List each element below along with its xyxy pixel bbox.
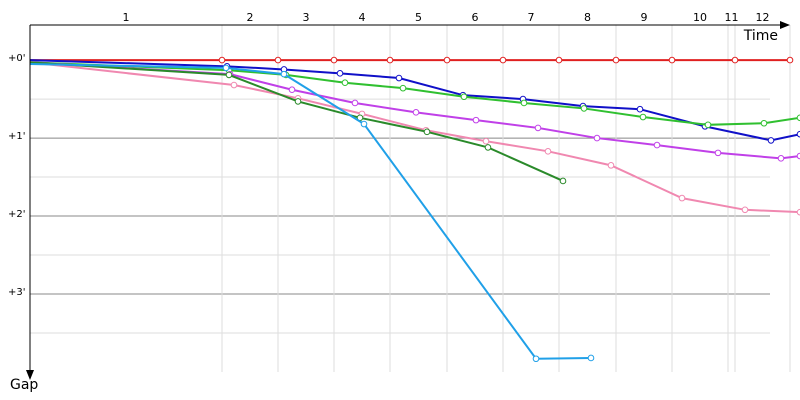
point [412,109,420,116]
point [330,56,338,64]
point [218,56,226,64]
point [399,84,407,92]
point [360,120,368,128]
point [534,124,542,132]
point [230,81,238,89]
y-tick-label: +1' [8,131,26,142]
point [288,86,296,94]
point [460,93,468,101]
point [607,162,615,169]
point [386,56,394,64]
point [653,141,661,149]
point [559,177,567,185]
point [423,128,431,136]
point [274,56,282,64]
point [796,114,800,122]
lap-label: 10 [693,11,707,24]
point [336,70,344,77]
plot [29,56,800,363]
y-tick-label: +3' [8,287,26,298]
lap-label: 6 [472,11,479,24]
point [731,56,739,64]
lap-label: 11 [725,11,739,24]
point [796,208,800,216]
point [520,99,528,107]
point [395,74,403,82]
series-line [29,61,800,160]
point [714,149,722,157]
lap-label: 9 [641,11,648,24]
point [796,152,800,160]
point [532,355,540,363]
point [760,119,768,127]
x-axis-label: Time [743,28,778,44]
point [484,144,492,151]
point [280,70,288,78]
point [341,79,349,87]
y-axis-label: Gap [10,377,38,393]
lap-label: 2 [247,11,254,24]
point [544,148,552,155]
point [786,56,794,64]
point [767,137,775,144]
point [587,354,595,362]
x-arrow [780,21,790,29]
lap-label: 8 [584,11,591,24]
y-tick-label: +2' [8,209,26,220]
series-line [29,59,800,142]
point [225,71,233,79]
lap-label: 12 [756,11,770,24]
lap-label: 4 [359,11,366,24]
point [741,206,749,214]
point [678,194,686,202]
point [777,155,785,162]
lap-label: 1 [123,11,130,24]
point [593,134,601,142]
point [294,98,302,105]
point [482,137,490,145]
point [796,130,800,138]
point [351,99,359,107]
lap-label: 5 [415,11,422,24]
point [443,56,451,64]
series-line [29,62,592,360]
point [222,64,230,72]
point [612,56,620,64]
point [499,56,507,64]
point [639,113,647,121]
y-tick-label: +0' [8,53,26,64]
point [668,56,676,64]
point [580,105,588,112]
point [555,56,563,64]
point [636,105,644,113]
point [704,121,712,129]
lap-label: 7 [528,11,535,24]
y-arrow [26,370,34,380]
lap-label: 3 [303,11,310,24]
point [472,116,480,124]
